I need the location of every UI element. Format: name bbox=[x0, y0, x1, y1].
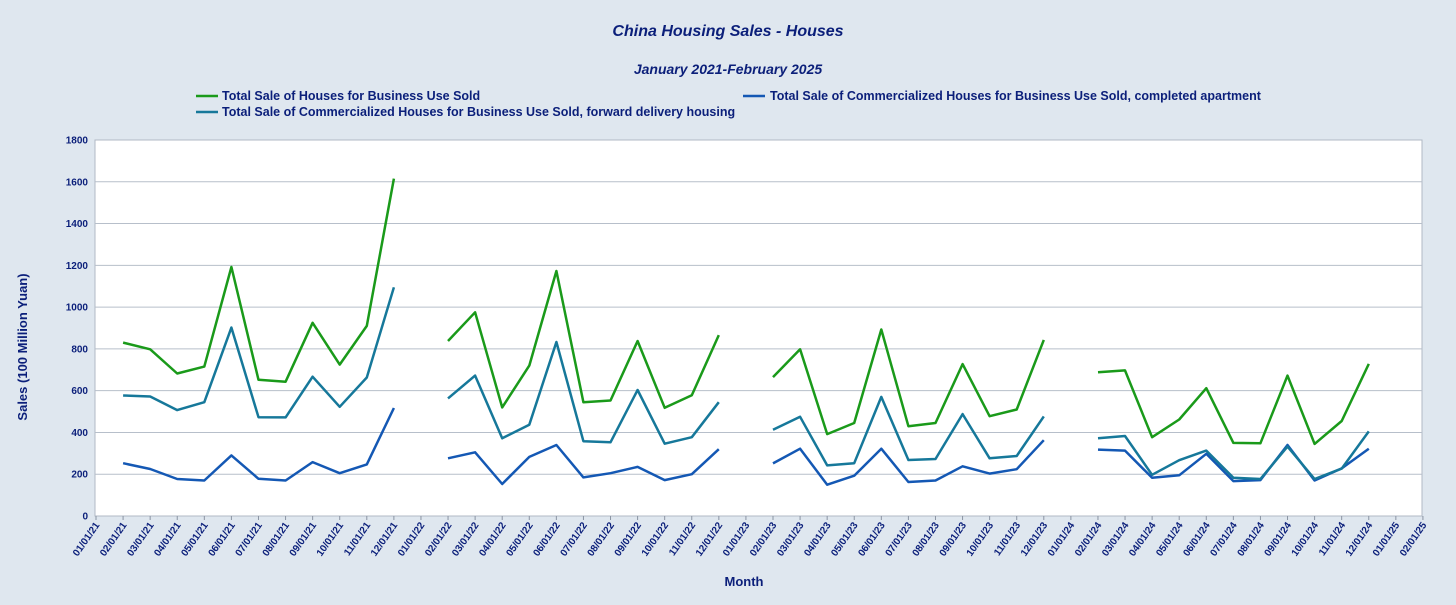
y-tick-label: 1200 bbox=[66, 261, 89, 272]
legend: Total Sale of Houses for Business Use So… bbox=[196, 89, 1262, 119]
y-tick-label: 1600 bbox=[66, 177, 89, 188]
legend-label-series-1: Total Sale of Houses for Business Use So… bbox=[222, 89, 480, 103]
legend-label-series-2: Total Sale of Commercialized Houses for … bbox=[770, 89, 1262, 103]
y-tick-label: 800 bbox=[71, 344, 88, 355]
x-tick-label: 10/01/21 bbox=[315, 520, 347, 559]
series-lines bbox=[122, 178, 1370, 486]
gridlines bbox=[95, 181, 1422, 475]
y-tick-label: 400 bbox=[71, 428, 88, 439]
x-axis-ticks: 01/01/2102/01/2103/01/2104/01/2105/01/21… bbox=[71, 516, 1430, 559]
x-tick-label: 10/01/23 bbox=[965, 520, 997, 559]
plot-area bbox=[94, 139, 1423, 517]
chart-subtitle: January 2021-February 2025 bbox=[634, 61, 823, 77]
series-line-1 bbox=[772, 328, 1045, 436]
legend-label-series-3: Total Sale of Commercialized Houses for … bbox=[222, 105, 735, 119]
x-tick-label: 10/01/22 bbox=[640, 520, 672, 559]
x-axis-label: Month bbox=[725, 574, 764, 589]
y-tick-label: 600 bbox=[71, 386, 88, 397]
series-line-3 bbox=[772, 395, 1045, 467]
y-tick-label: 1800 bbox=[66, 136, 89, 147]
series-line-2 bbox=[447, 443, 720, 486]
series-line-3 bbox=[447, 340, 720, 445]
y-tick-label: 1400 bbox=[66, 219, 89, 230]
x-tick-label: 10/01/24 bbox=[1290, 520, 1322, 559]
series-line-1 bbox=[1097, 363, 1370, 446]
x-tick-label: 02/01/25 bbox=[1398, 520, 1430, 559]
y-axis-label: Sales (100 Million Yuan) bbox=[15, 273, 30, 420]
series-line-3 bbox=[1097, 430, 1370, 481]
y-tick-label: 1000 bbox=[66, 303, 89, 314]
y-tick-label: 200 bbox=[71, 470, 88, 481]
chart-title: China Housing Sales - Houses bbox=[612, 23, 843, 40]
series-line-1 bbox=[122, 178, 396, 383]
series-line-1 bbox=[447, 269, 720, 410]
y-axis-ticks: 0 200 400 600 800 1000 1200 1400 1600 1800 bbox=[66, 136, 89, 523]
y-tick-label: 0 bbox=[82, 512, 88, 523]
series-line-2 bbox=[772, 439, 1045, 486]
series-line-3 bbox=[123, 286, 396, 419]
series-line-2 bbox=[122, 407, 396, 482]
